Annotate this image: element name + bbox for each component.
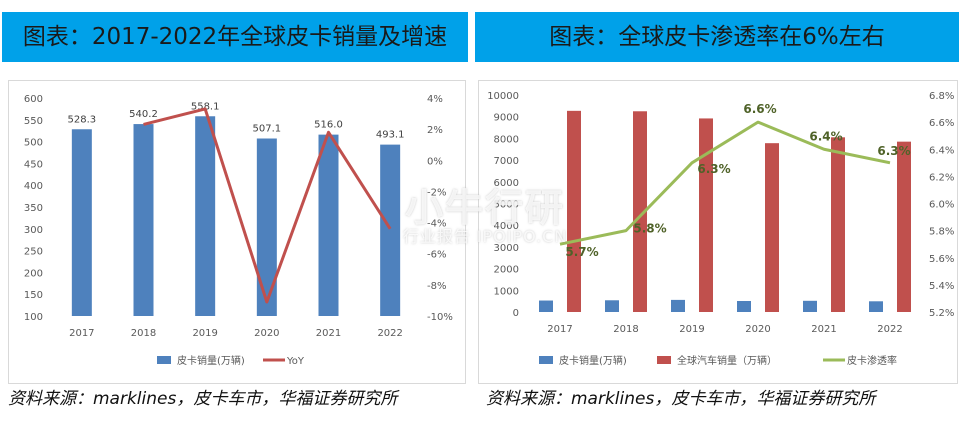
bar-pickup-sales: [671, 299, 685, 312]
legend-swatch: [157, 356, 171, 364]
y2-tick-label: 2%: [427, 125, 443, 136]
y-tick-label: 400: [24, 181, 43, 192]
bar-global-auto-sales: [831, 137, 845, 312]
y-tick-label: 7000: [494, 156, 519, 167]
y-tick-label: 1000: [494, 286, 519, 297]
line-data-label: 5.7%: [565, 245, 598, 259]
y2-tick-label: 5.2%: [929, 308, 954, 319]
y-tick-label: 500: [24, 138, 43, 149]
y2-tick-label: -8%: [427, 281, 446, 292]
x-tick-label: 2018: [131, 328, 156, 339]
series-line-penetration: [559, 120, 891, 246]
y-tick-label: 300: [24, 225, 43, 236]
bar-pickup-sales: [605, 300, 619, 312]
legend-label: YoY: [286, 356, 305, 367]
legend-swatch: [539, 356, 553, 364]
legend-label: 皮卡渗透率: [847, 354, 897, 367]
x-tick-label: 2021: [811, 324, 836, 335]
left-chart-panel: 100 150 200 250 300 350 400 450 500 550 600 -10% -8%…: [8, 80, 466, 384]
y2-tick-label: 5.8%: [929, 227, 954, 238]
bar-pickup-sales: [737, 300, 751, 312]
bar-data-label: 540.2: [129, 109, 158, 120]
x-tick-label: 2022: [877, 324, 902, 335]
legend-swatch: [657, 356, 671, 364]
y2-tick-label: 6.0%: [929, 200, 954, 211]
y2-tick-label: -10%: [427, 312, 453, 323]
penetration-chart: 0 1000 2000 3000 4000 5000 6000 7000 8000 9000 100…: [487, 91, 954, 367]
x-tick-label: 2020: [745, 324, 770, 335]
y2-tick-label: -6%: [427, 250, 446, 261]
bar-pickup-sales: [869, 301, 883, 312]
y2-tick-label: 5.6%: [929, 254, 954, 265]
bar-data-label: 507.1: [253, 124, 282, 135]
line-data-label: 6.4%: [809, 129, 842, 143]
bar-pickup-sales: [256, 138, 277, 316]
y-tick-label: 9000: [494, 113, 519, 124]
line-data-label: 6.6%: [743, 102, 776, 116]
bar-pickup-sales: [539, 300, 553, 312]
bar-pickup-sales: [133, 124, 154, 316]
left-source-note: 资料来源：marklines，皮卡车市，华福证券研究所: [8, 389, 398, 409]
x-tick-label: 2019: [192, 328, 217, 339]
y2-tick-label: -2%: [427, 187, 446, 198]
y-tick-label: 6000: [494, 178, 519, 189]
x-tick-label: 2019: [679, 324, 704, 335]
bar-pickup-sales: [318, 134, 339, 316]
y-tick-label: 600: [24, 94, 43, 105]
y-tick-label: 350: [24, 203, 43, 214]
y-tick-label: 4000: [494, 221, 519, 232]
x-tick-label: 2021: [316, 328, 341, 339]
y-tick-label: 3000: [494, 243, 519, 254]
x-tick-label: 2017: [547, 324, 572, 335]
x-tick-label: 2022: [377, 328, 402, 339]
y-tick-label: 0: [513, 308, 519, 319]
bar-pickup-sales: [380, 144, 401, 316]
x-tick-label: 2020: [254, 328, 279, 339]
y2-tick-label: 4%: [427, 94, 443, 105]
y2-tick-label: 0%: [427, 156, 443, 167]
legend-label: 全球汽车销量（万辆）: [677, 354, 777, 367]
y-tick-label: 200: [24, 268, 43, 279]
y-tick-label: 450: [24, 159, 43, 170]
bar-data-label: 558.1: [191, 101, 220, 112]
line-data-label: 6.3%: [877, 144, 910, 158]
y-tick-label: 150: [24, 290, 43, 301]
line-data-label: 6.3%: [697, 162, 730, 176]
bar-global-auto-sales: [765, 143, 779, 312]
bar-global-auto-sales: [897, 141, 911, 312]
y2-tick-label: 6.6%: [929, 118, 954, 129]
y-tick-label: 250: [24, 247, 43, 258]
bar-global-auto-sales: [567, 110, 581, 312]
line-data-label: 5.8%: [633, 222, 666, 236]
bar-pickup-sales: [71, 129, 92, 316]
legend-label: 皮卡销量(万辆): [559, 354, 627, 367]
series-line-yoy: [143, 107, 392, 304]
right-source-note: 资料来源：marklines，皮卡车市，华福证券研究所: [486, 389, 876, 409]
y-tick-label: 8000: [494, 134, 519, 145]
bar-pickup-sales: [195, 116, 216, 316]
y-tick-label: 10000: [487, 91, 519, 102]
y-tick-label: 5000: [494, 200, 519, 211]
sales-growth-chart: 100 150 200 250 300 350 400 450 500 550 600 -10% -8%…: [24, 94, 453, 367]
left-chart-title: 图表：2017-2022年全球皮卡销量及增速: [2, 12, 468, 62]
bar-global-auto-sales: [633, 111, 647, 313]
bar-data-label: 528.3: [68, 114, 97, 125]
y2-tick-label: 6.8%: [929, 91, 954, 102]
y2-tick-label: 6.4%: [929, 145, 954, 156]
y2-tick-label: 5.4%: [929, 281, 954, 292]
bar-data-label: 516.0: [314, 120, 343, 131]
bar-pickup-sales: [803, 300, 817, 312]
y-tick-label: 550: [24, 116, 43, 127]
legend-label: 皮卡销量(万辆): [177, 354, 245, 367]
x-tick-label: 2018: [613, 324, 638, 335]
y2-tick-label: 6.2%: [929, 172, 954, 183]
y-tick-label: 2000: [494, 265, 519, 276]
bar-data-label: 493.1: [376, 130, 405, 141]
y2-tick-label: -4%: [427, 219, 446, 230]
bar-global-auto-sales: [699, 118, 713, 312]
y-tick-label: 100: [24, 312, 43, 323]
x-tick-label: 2017: [69, 328, 94, 339]
right-chart-title: 图表：全球皮卡渗透率在6%左右: [475, 12, 959, 62]
right-chart-panel: 0 1000 2000 3000 4000 5000 6000 7000 8000 9000 100…: [478, 80, 958, 384]
